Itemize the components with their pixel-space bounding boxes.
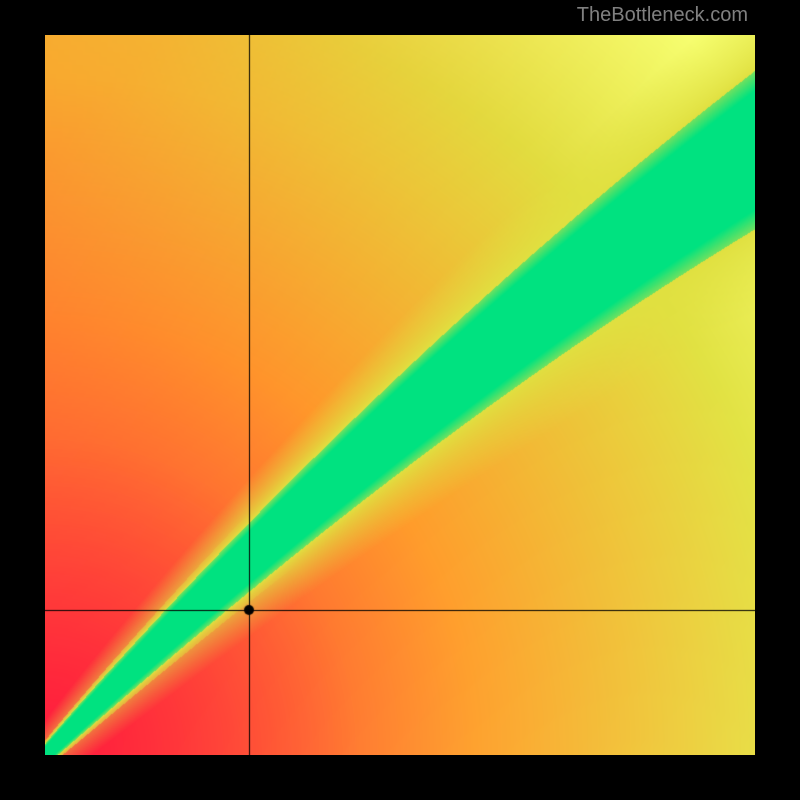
bottleneck-heatmap [45,35,755,755]
watermark-text: TheBottleneck.com [577,4,748,27]
heatmap-canvas [45,35,755,755]
